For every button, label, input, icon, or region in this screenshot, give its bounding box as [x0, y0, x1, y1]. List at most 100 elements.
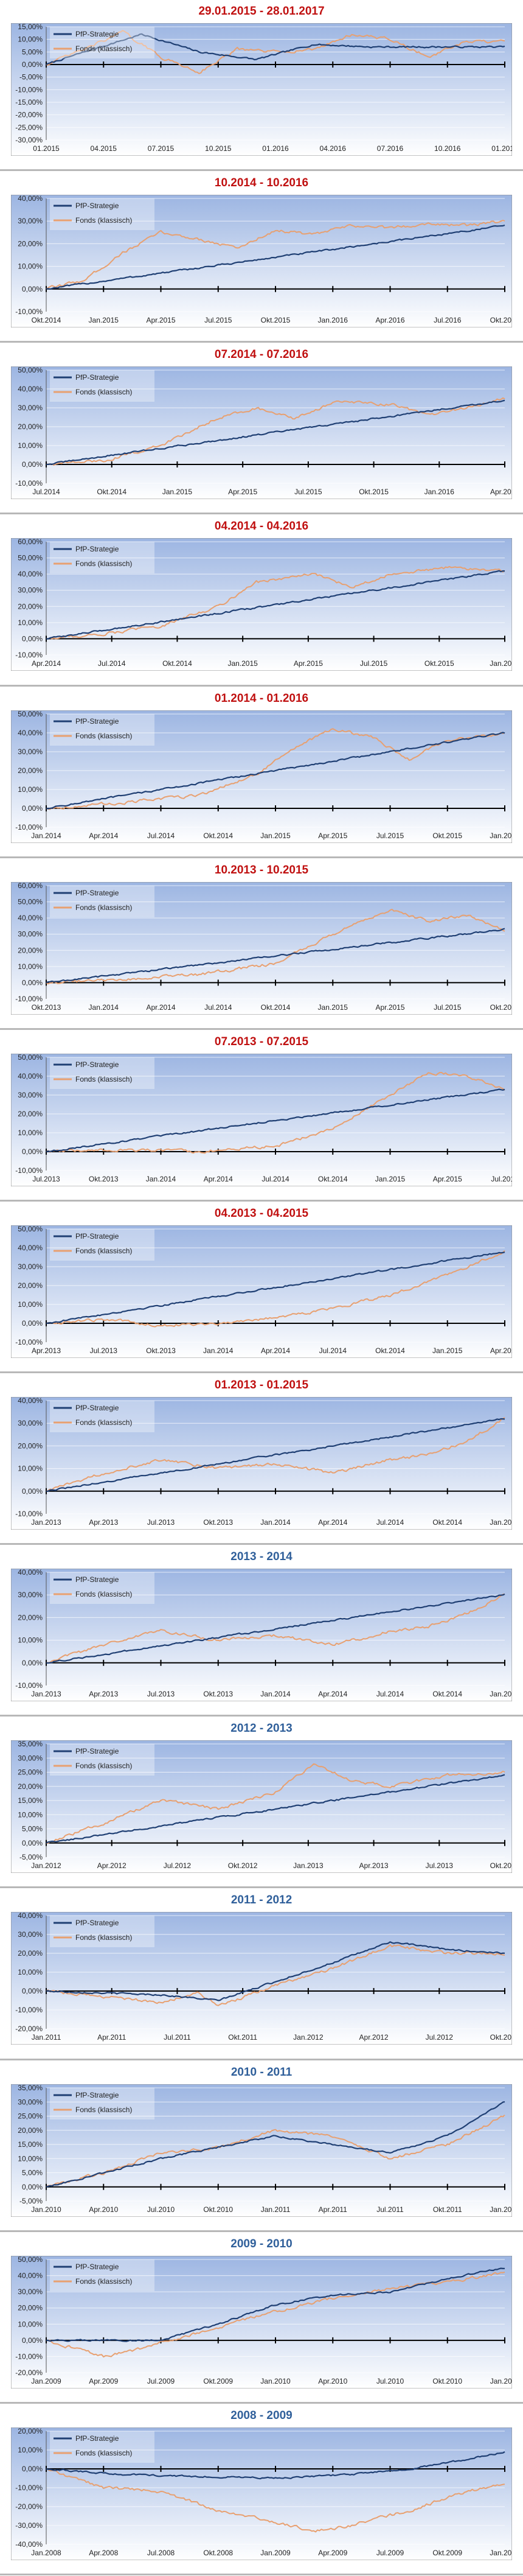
y-tick-label: 40,00%: [18, 1912, 43, 1920]
x-tick-label: Jan.2014: [260, 1518, 291, 1527]
y-tick-label: -5,00%: [19, 2197, 43, 2205]
x-tick-label: Okt.2014: [432, 1690, 462, 1698]
y-tick-label: 10,00%: [18, 1968, 43, 1976]
x-tick-label: Jul.2012: [164, 1861, 192, 1870]
x-tick-label: Jul.2011: [164, 2033, 191, 2042]
x-tick-label: Jul.2014: [32, 488, 60, 496]
y-tick-label: 0,00%: [22, 2465, 43, 2473]
y-tick-label: 10,00%: [18, 441, 43, 450]
x-tick-label: Jan.2011: [32, 2033, 61, 2042]
legend: PfP-Strategie Fonds (klassisch): [50, 2431, 154, 2463]
legend-label: Fonds (klassisch): [75, 903, 132, 912]
x-tick-label: Apr.2014: [146, 1003, 175, 1012]
x-tick-label: Okt.2015: [424, 659, 454, 668]
x-tick-label: Apr.2015: [294, 659, 323, 668]
legend: PfP-Strategie Fonds (klassisch): [50, 2087, 154, 2119]
y-tick-label: 10,00%: [18, 1636, 43, 1645]
plot-background: [11, 538, 512, 671]
y-tick-label: 60,00%: [18, 538, 43, 546]
y-tick-label: 5,00%: [22, 1825, 43, 1833]
chart-separator: [0, 1543, 523, 1545]
y-tick-label: -10,00%: [15, 307, 43, 316]
x-tick-label: Jan.2016: [318, 316, 348, 324]
x-tick-label: Okt.2009: [203, 2377, 233, 2385]
x-tick-label: Apr.2011: [319, 2205, 347, 2214]
x-tick-label: Jul.2013: [147, 1518, 175, 1527]
chart-panel: 04.2014 - 04.2016 -10,00% 0,00% 10,00% 20,00…: [0, 515, 523, 687]
series-line-pfp-strategie: [46, 2451, 505, 2480]
x-tick-label: Jan.2014: [260, 1690, 291, 1698]
y-tick-label: 10,00%: [18, 962, 43, 971]
series-line-fonds-klassisch: [46, 1944, 505, 2007]
y-tick-label: -20,00%: [15, 2025, 43, 2033]
legend: PfP-Strategie Fonds (klassisch): [50, 370, 154, 402]
x-tick-label: Apr.2009: [89, 2377, 118, 2385]
x-tick-label: Jul.2015: [294, 488, 322, 496]
x-tick-label: Jan.2010: [31, 2205, 61, 2214]
legend-label: Fonds (klassisch): [75, 2277, 132, 2286]
x-tick-label: Jan.2014: [203, 1346, 234, 1355]
legend-label: PfP-Strategie: [75, 1919, 119, 1927]
chart-separator: [0, 684, 523, 687]
legend-label: PfP-Strategie: [75, 201, 119, 210]
x-tick-label: 10.2015: [205, 144, 232, 153]
x-tick-label: Apr.2014: [204, 1175, 233, 1183]
y-tick-label: -10,00%: [15, 1338, 43, 1346]
y-tick-label: 25,00%: [18, 2112, 43, 2120]
y-tick-label: 0,00%: [22, 635, 43, 643]
y-tick-label: 40,00%: [18, 1072, 43, 1080]
x-tick-label: Jan.2011: [490, 2377, 512, 2385]
chart-panel: 01.2013 - 01.2015 -10,00% 0,00% 10,00% 20,00…: [0, 1374, 523, 1545]
plot-background: [11, 2427, 512, 2560]
x-tick-label: Apr.2010: [89, 2205, 118, 2214]
y-tick-label: -20,00%: [15, 2502, 43, 2511]
x-tick-label: Apr.2014: [89, 831, 118, 840]
x-tick-label: Jan.2016: [490, 659, 512, 668]
plot-background: [11, 710, 512, 843]
y-tick-label: 0,00%: [22, 1839, 43, 1847]
chart-canvas: -40,00% -30,00% -20,00% -10,00% 0,00% 10,00% 2…: [11, 2427, 512, 2560]
series-line-fonds-klassisch: [46, 1594, 505, 1664]
y-tick-label: 0,00%: [22, 460, 43, 469]
x-tick-label: Jul.2012: [426, 2033, 454, 2042]
y-tick-label: 50,00%: [18, 1225, 43, 1233]
y-tick-label: 10,00%: [18, 2446, 43, 2454]
x-tick-label: Jan.2015: [227, 659, 258, 668]
x-tick-label: Okt.2015: [261, 316, 291, 324]
legend-label: Fonds (klassisch): [75, 1762, 132, 1770]
x-tick-label: Apr.2014: [32, 659, 61, 668]
y-tick-label: -5,00%: [19, 73, 43, 82]
y-tick-label: 20,00%: [18, 1110, 43, 1118]
legend-label: Fonds (klassisch): [75, 1933, 132, 1942]
x-tick-label: Apr.2014: [318, 1518, 347, 1527]
y-tick-label: 20,00%: [18, 2126, 43, 2134]
x-tick-label: Apr.2011: [97, 2033, 126, 2042]
legend: PfP-Strategie Fonds (klassisch): [50, 1057, 154, 1089]
y-tick-label: 40,00%: [18, 1397, 43, 1405]
y-tick-label: 50,00%: [18, 897, 43, 906]
series-line-fonds-klassisch: [46, 220, 505, 290]
series-line-pfp-strategie: [46, 1251, 505, 1325]
chart-panel: 29.01.2015 - 28.01.2017 -30,00% -25,00% -20…: [0, 0, 523, 172]
series-line-pfp-strategie: [46, 399, 505, 466]
chart-separator: [0, 2573, 523, 2575]
x-tick-label: 04.2016: [320, 144, 347, 153]
legend-label: PfP-Strategie: [75, 373, 119, 382]
chart-separator: [0, 169, 523, 172]
x-tick-label: Apr.2015: [375, 1003, 404, 1012]
y-tick-label: 10,00%: [18, 2320, 43, 2328]
x-tick-label: Apr.2015: [146, 316, 175, 324]
legend: PfP-Strategie Fonds (klassisch): [50, 1228, 154, 1261]
y-tick-label: 30,00%: [18, 747, 43, 756]
x-tick-label: Okt.2013: [32, 1003, 61, 1012]
x-tick-label: Jul.2010: [147, 2205, 175, 2214]
y-tick-label: 50,00%: [18, 710, 43, 718]
y-tick-label: 20,00%: [18, 2427, 43, 2435]
x-tick-label: Apr.2012: [97, 1861, 126, 1870]
x-tick-label: Jul.2013: [426, 1861, 454, 1870]
y-tick-label: 20,00%: [18, 240, 43, 248]
y-tick-label: 20,00%: [18, 1949, 43, 1958]
x-tick-label: Okt.2015: [490, 1003, 512, 1012]
y-tick-label: -15,00%: [15, 98, 43, 107]
chart-panel: 10.2014 - 10.2016 -10,00% 0,00% 10,00% 20,00…: [0, 172, 523, 343]
